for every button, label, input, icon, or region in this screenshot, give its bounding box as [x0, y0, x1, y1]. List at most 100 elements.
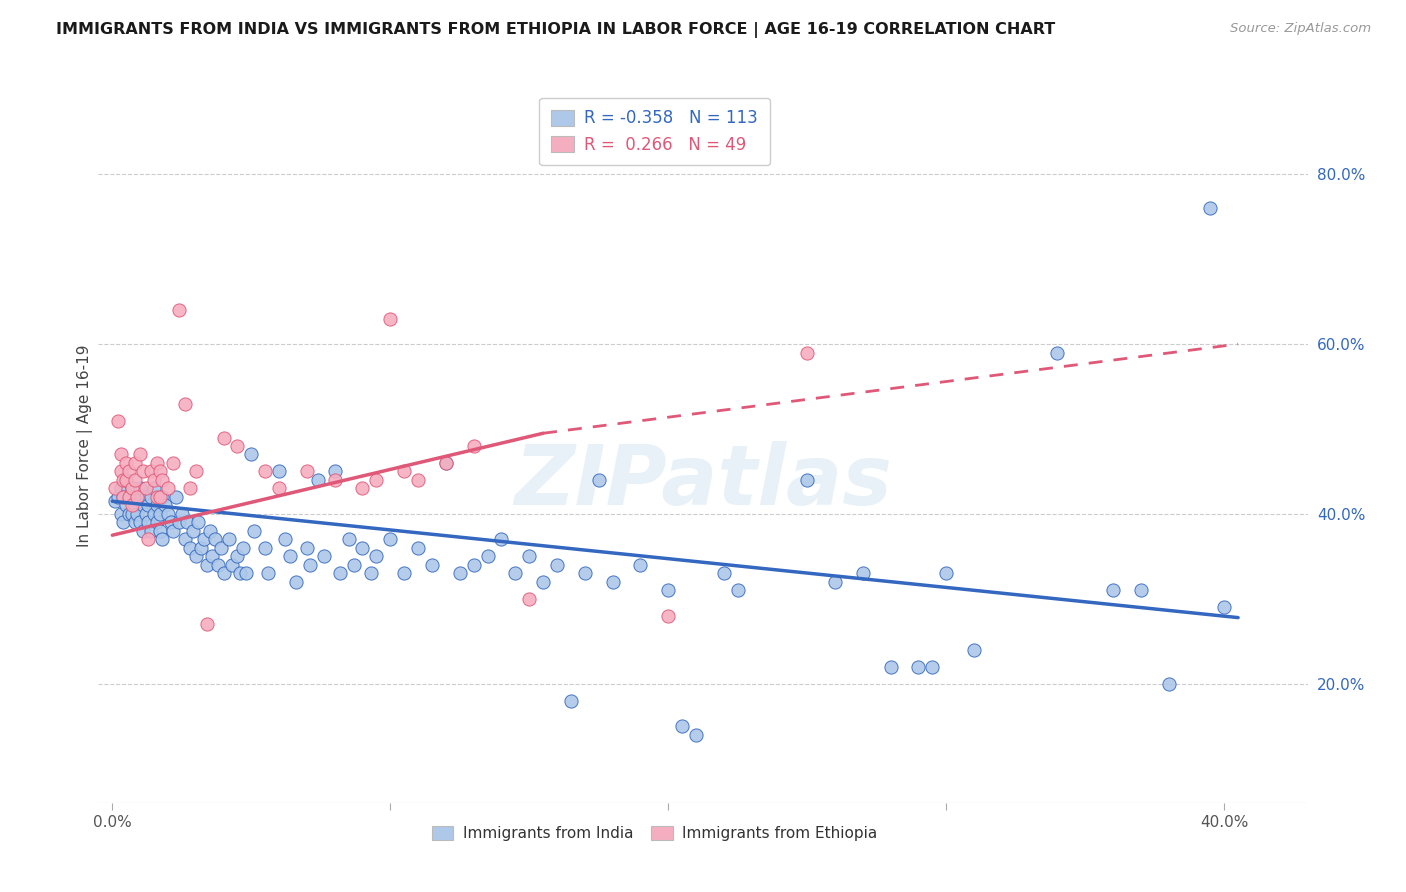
Point [138, 499, 160, 513]
Point [269, 482, 291, 496]
Point [204, 533, 226, 547]
Point [141, 490, 163, 504]
Point [323, 465, 346, 479]
Point [240, 448, 263, 462]
Point [921, 660, 943, 674]
Point [146, 499, 169, 513]
Point [115, 473, 138, 487]
Point [124, 456, 146, 470]
Point [184, 549, 207, 564]
Point [671, 719, 693, 733]
Point [329, 566, 352, 581]
Point [170, 507, 193, 521]
Point [121, 482, 143, 496]
Point [138, 516, 160, 530]
Point [257, 566, 280, 581]
Point [907, 660, 929, 674]
Point [115, 473, 138, 487]
Point [173, 533, 195, 547]
Point [141, 524, 163, 538]
Point [112, 473, 135, 487]
Point [115, 499, 138, 513]
Point [150, 533, 173, 547]
Point [121, 499, 143, 513]
Point [112, 516, 135, 530]
Point [150, 490, 173, 504]
Point [406, 473, 429, 487]
Point [713, 566, 735, 581]
Point [517, 549, 540, 564]
Point [110, 482, 132, 496]
Point [127, 490, 149, 504]
Point [129, 516, 152, 530]
Point [434, 456, 457, 470]
Point [146, 516, 169, 530]
Point [546, 558, 568, 572]
Point [187, 516, 209, 530]
Point [141, 465, 163, 479]
Point [1157, 677, 1180, 691]
Point [110, 448, 132, 462]
Point [226, 549, 249, 564]
Point [1102, 583, 1125, 598]
Point [380, 311, 402, 326]
Point [420, 558, 443, 572]
Point [221, 558, 243, 572]
Point [132, 465, 155, 479]
Point [118, 465, 141, 479]
Point [179, 541, 201, 555]
Point [121, 482, 143, 496]
Point [193, 533, 215, 547]
Point [156, 482, 179, 496]
Point [505, 566, 527, 581]
Point [727, 583, 749, 598]
Point [179, 482, 201, 496]
Point [115, 456, 138, 470]
Point [212, 566, 235, 581]
Point [1199, 201, 1222, 215]
Point [463, 439, 485, 453]
Point [491, 533, 513, 547]
Point [127, 507, 149, 521]
Point [366, 549, 388, 564]
Point [935, 566, 957, 581]
Point [148, 490, 170, 504]
Point [963, 643, 986, 657]
Point [146, 490, 169, 504]
Point [104, 494, 127, 508]
Point [127, 490, 149, 504]
Point [295, 541, 318, 555]
Point [463, 558, 485, 572]
Point [796, 345, 818, 359]
Point [118, 507, 141, 521]
Point [201, 549, 224, 564]
Point [380, 533, 402, 547]
Point [824, 574, 846, 589]
Point [531, 574, 554, 589]
Point [153, 499, 176, 513]
Point [198, 524, 221, 538]
Point [212, 430, 235, 444]
Point [150, 473, 173, 487]
Point [1213, 600, 1236, 615]
Point [156, 507, 179, 521]
Point [167, 516, 190, 530]
Point [588, 473, 610, 487]
Point [229, 566, 252, 581]
Point [337, 533, 360, 547]
Point [162, 524, 184, 538]
Point [449, 566, 471, 581]
Point [360, 566, 382, 581]
Point [124, 499, 146, 513]
Point [307, 473, 329, 487]
Point [148, 507, 170, 521]
Point [159, 516, 181, 530]
Point [104, 482, 127, 496]
Point [243, 524, 266, 538]
Text: ZIPatlas: ZIPatlas [515, 442, 891, 522]
Point [173, 396, 195, 410]
Point [209, 541, 232, 555]
Point [477, 549, 499, 564]
Point [226, 439, 249, 453]
Point [184, 465, 207, 479]
